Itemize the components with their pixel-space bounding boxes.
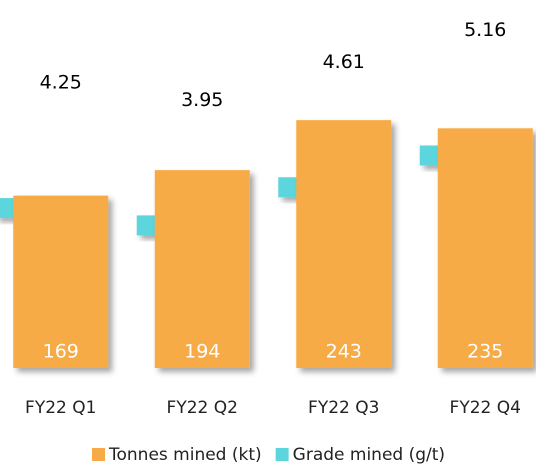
bar: [437, 128, 533, 368]
grade-marker: [278, 177, 299, 198]
x-tick-label: FY22 Q2: [167, 398, 238, 418]
bar: [296, 120, 392, 368]
bar-value-label: 194: [184, 341, 220, 363]
bar: [154, 170, 250, 368]
bar-value-label: 235: [467, 341, 503, 363]
x-tick-label: FY22 Q3: [308, 398, 379, 418]
legend-swatch: [92, 448, 105, 461]
grade-marker: [419, 145, 440, 166]
grade-marker: [136, 215, 157, 236]
grade-label: 4.25: [40, 72, 82, 94]
grade-label: 5.16: [464, 19, 506, 41]
bar: [13, 195, 109, 368]
x-tick-label: FY22 Q4: [450, 398, 521, 418]
x-tick-label: FY22 Q1: [25, 398, 96, 418]
legend-label: Grade mined (g/t): [293, 445, 445, 465]
grade-marker: [0, 198, 16, 219]
bar-value-label: 243: [326, 341, 362, 363]
grade-label: 4.61: [323, 51, 365, 73]
legend-swatch: [275, 448, 289, 461]
grade-label: 3.95: [181, 89, 223, 111]
bar-value-label: 169: [43, 341, 79, 363]
legend-label: Tonnes mined (kt): [108, 445, 262, 465]
